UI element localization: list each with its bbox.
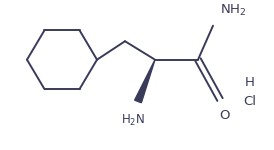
Text: H$_2$N: H$_2$N: [121, 113, 145, 128]
Text: H: H: [245, 75, 255, 88]
Text: O: O: [219, 109, 229, 122]
Text: NH$_2$: NH$_2$: [220, 3, 246, 18]
Polygon shape: [135, 60, 155, 103]
Text: Cl: Cl: [244, 95, 256, 108]
